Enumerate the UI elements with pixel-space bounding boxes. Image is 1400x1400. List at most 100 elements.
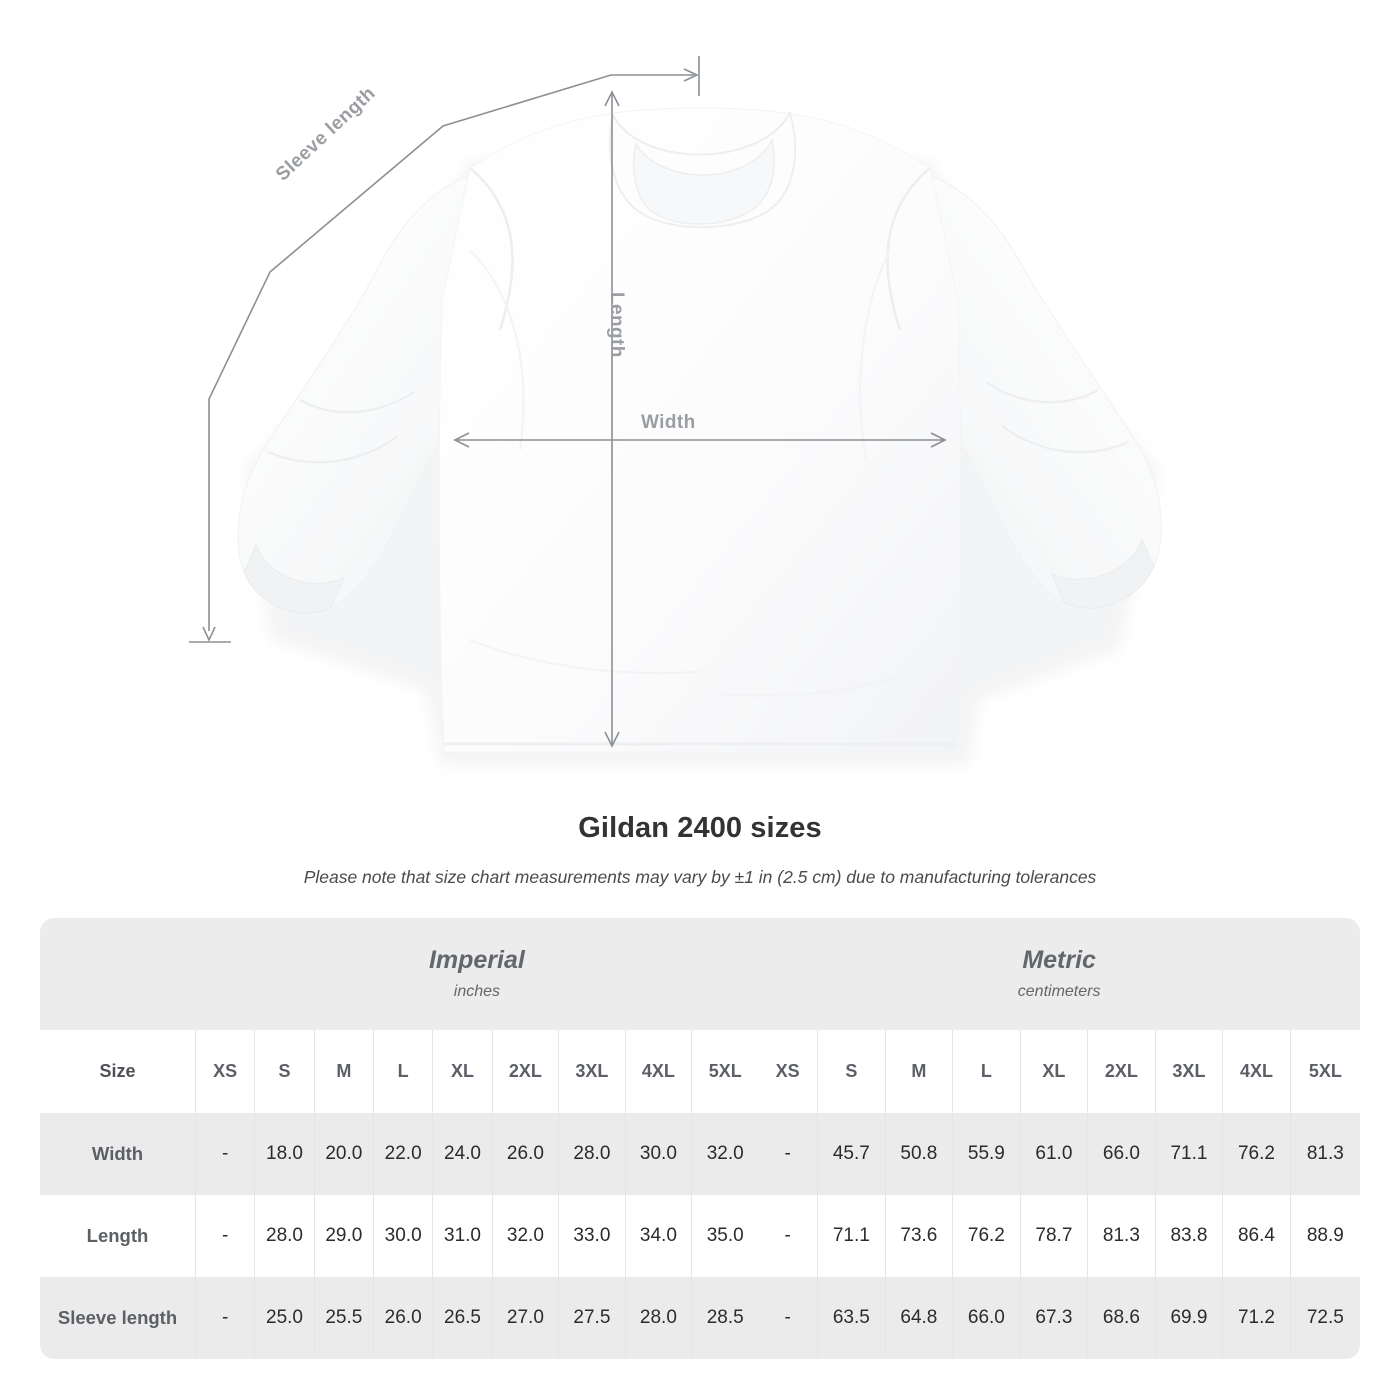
cell-sleeve-imperial-m: 25.5: [314, 1277, 375, 1359]
cell-length-imperial-m: 29.0: [314, 1195, 375, 1277]
row-label-width: Width: [40, 1113, 197, 1195]
header-metric-s: S: [817, 1030, 886, 1113]
page-title: Gildan 2400 sizes: [578, 812, 822, 844]
cell-width-metric-s: 45.7: [817, 1113, 886, 1195]
shirt-body: [438, 107, 962, 753]
cell-sleeve-metric-2xl: 68.6: [1087, 1277, 1156, 1359]
row-label-sleeve-length: Sleeve length: [40, 1277, 197, 1359]
cell-sleeve-imperial-3xl: 27.5: [558, 1277, 626, 1359]
header-imperial-2xl: 2XL: [492, 1030, 560, 1113]
unit-name-metric: Metric: [1022, 946, 1096, 975]
tolerance-note: Please note that size chart measurements…: [303, 867, 1097, 887]
body-wrinkles: [469, 249, 941, 697]
cell-width-metric-xl: 61.0: [1020, 1113, 1089, 1195]
cell-width-metric-l: 55.9: [952, 1113, 1021, 1195]
cell-length-metric-2xl: 81.3: [1087, 1195, 1156, 1277]
unit-cell-imperial: Imperial inches: [195, 918, 759, 1030]
header-imperial-4xl: 4XL: [625, 1030, 693, 1113]
cell-width-metric-5xl: 81.3: [1290, 1113, 1360, 1195]
length-label: Length: [606, 292, 627, 358]
header-imperial-5xl: 5XL: [691, 1030, 759, 1113]
cell-length-metric-l: 76.2: [952, 1195, 1021, 1277]
cell-sleeve-metric-5xl: 72.5: [1290, 1277, 1360, 1359]
header-metric-3xl: 3XL: [1155, 1030, 1224, 1113]
tshirt-drawing: [189, 56, 1162, 765]
header-metric-4xl: 4XL: [1222, 1030, 1291, 1113]
cell-width-imperial-s: 18.0: [254, 1113, 315, 1195]
length-arrowhead-top: [604, 90, 620, 107]
cell-width-imperial-3xl: 28.0: [558, 1113, 626, 1195]
cell-length-metric-m: 73.6: [885, 1195, 954, 1277]
table-row: Sleeve length - 25.0 25.5 26.0 26.5 27.0…: [40, 1277, 1360, 1359]
header-metric-5xl: 5XL: [1290, 1030, 1360, 1113]
cell-width-imperial-5xl: 32.0: [691, 1113, 759, 1195]
right-sleeve-folds: [985, 381, 1129, 454]
left-sleeve-folds: [267, 391, 415, 464]
sleeve-length-line: [208, 74, 694, 631]
cell-length-imperial-xs: -: [195, 1195, 256, 1277]
cell-width-metric-3xl: 71.1: [1155, 1113, 1224, 1195]
cell-length-imperial-s: 28.0: [254, 1195, 315, 1277]
header-imperial-l: L: [373, 1030, 434, 1113]
unit-spacer: [40, 918, 196, 1030]
cell-sleeve-imperial-xl: 26.5: [432, 1277, 493, 1359]
header-metric-m: M: [885, 1030, 954, 1113]
table-row: Width - 18.0 20.0 22.0 24.0 26.0 28.0 30…: [40, 1113, 1360, 1195]
cell-length-metric-4xl: 86.4: [1222, 1195, 1291, 1277]
cell-sleeve-metric-4xl: 71.2: [1222, 1277, 1291, 1359]
cell-sleeve-imperial-2xl: 27.0: [492, 1277, 560, 1359]
cell-width-imperial-xl: 24.0: [432, 1113, 493, 1195]
left-cuff: [243, 543, 346, 614]
cell-width-imperial-l: 22.0: [373, 1113, 434, 1195]
header-size: Size: [40, 1030, 197, 1113]
cell-length-metric-xl: 78.7: [1020, 1195, 1089, 1277]
sleeve-length-arrowhead-top: [683, 68, 699, 82]
header-imperial-m: M: [314, 1030, 375, 1113]
header-imperial-3xl: 3XL: [558, 1030, 626, 1113]
right-cuff: [1051, 538, 1155, 609]
unit-name-imperial: Imperial: [428, 946, 525, 975]
cell-length-metric-3xl: 83.8: [1155, 1195, 1224, 1277]
sleeve-length-arrowhead-bottom: [202, 626, 216, 642]
header-metric-l: L: [952, 1030, 1021, 1113]
header-metric-xs: XS: [758, 1030, 819, 1113]
cell-sleeve-imperial-xs: -: [195, 1277, 256, 1359]
length-arrowhead-bottom: [604, 731, 620, 748]
cell-width-imperial-2xl: 26.0: [492, 1113, 560, 1195]
unit-header-row: Imperial inches Metric centimeters: [40, 918, 1360, 1030]
table-row: Length - 28.0 29.0 30.0 31.0 32.0 33.0 3…: [40, 1195, 1360, 1277]
cell-sleeve-metric-l: 66.0: [952, 1277, 1021, 1359]
cell-length-imperial-2xl: 32.0: [492, 1195, 560, 1277]
unit-sub-imperial: inches: [453, 982, 501, 1000]
size-chart-table: Imperial inches Metric centimeters Size …: [40, 918, 1360, 1359]
cell-sleeve-metric-3xl: 69.9: [1155, 1277, 1224, 1359]
width-arrowhead-right: [930, 432, 947, 448]
cell-length-imperial-4xl: 34.0: [625, 1195, 693, 1277]
cell-sleeve-imperial-5xl: 28.5: [691, 1277, 759, 1359]
cell-length-imperial-xl: 31.0: [432, 1195, 493, 1277]
garment-illustration: Sleeve length Length Width: [189, 56, 1162, 765]
size-header-row: Size XS S M L XL 2XL 3XL 4XL 5XL XS S M …: [40, 1030, 1360, 1113]
dimension-lines: [189, 56, 947, 748]
cell-length-imperial-3xl: 33.0: [558, 1195, 626, 1277]
cell-length-imperial-l: 30.0: [373, 1195, 434, 1277]
cell-width-imperial-xs: -: [195, 1113, 256, 1195]
unit-sub-metric: centimeters: [1017, 982, 1101, 1000]
header-imperial-xs: XS: [195, 1030, 256, 1113]
cell-width-metric-m: 50.8: [885, 1113, 954, 1195]
cell-length-metric-s: 71.1: [817, 1195, 886, 1277]
cell-width-imperial-4xl: 30.0: [625, 1113, 693, 1195]
title-block: Gildan 2400 sizes Please note that size …: [0, 812, 1400, 888]
cell-length-metric-xs: -: [758, 1195, 819, 1277]
cell-length-metric-5xl: 88.9: [1290, 1195, 1360, 1277]
row-label-length: Length: [40, 1195, 197, 1277]
header-imperial-s: S: [254, 1030, 315, 1113]
header-imperial-xl: XL: [432, 1030, 493, 1113]
cell-sleeve-metric-m: 64.8: [885, 1277, 954, 1359]
cell-width-metric-2xl: 66.0: [1087, 1113, 1156, 1195]
cell-sleeve-metric-xs: -: [758, 1277, 819, 1359]
cell-sleeve-metric-xl: 67.3: [1020, 1277, 1089, 1359]
width-label: Width: [641, 412, 696, 433]
cell-width-imperial-m: 20.0: [314, 1113, 375, 1195]
cell-sleeve-metric-s: 63.5: [817, 1277, 886, 1359]
